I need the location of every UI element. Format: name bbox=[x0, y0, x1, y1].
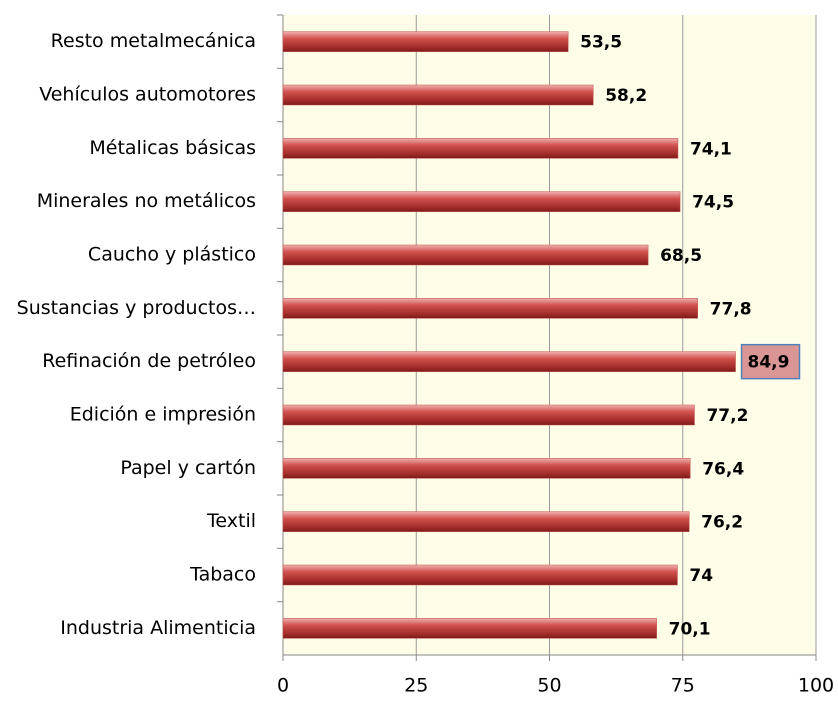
y-tick-label: Métalicas básicas bbox=[89, 137, 256, 159]
bar bbox=[282, 458, 691, 479]
bar bbox=[282, 244, 649, 266]
x-tick-label: 0 bbox=[277, 675, 289, 697]
value-label: 76,4 bbox=[702, 459, 744, 479]
y-tick-label: Vehículos automotores bbox=[39, 84, 256, 106]
x-tick-label: 100 bbox=[798, 675, 834, 697]
y-tick-label: Industria Alimenticia bbox=[60, 617, 256, 639]
value-label: 68,5 bbox=[660, 246, 702, 266]
bar bbox=[282, 351, 736, 372]
y-tick-label: Minerales no metálicos bbox=[37, 190, 256, 212]
bar bbox=[282, 191, 681, 212]
value-label: 58,2 bbox=[605, 86, 647, 106]
value-label: 77,8 bbox=[710, 299, 752, 319]
bar bbox=[282, 31, 569, 52]
value-label: 74,1 bbox=[690, 139, 732, 159]
y-tick-label: Resto metalmecánica bbox=[51, 30, 256, 52]
x-tick-label: 25 bbox=[404, 675, 428, 697]
y-tick-label: Refinación de petróleo bbox=[42, 350, 256, 372]
y-tick-label: Tabaco bbox=[189, 564, 256, 586]
value-label: 74 bbox=[689, 566, 713, 586]
bar bbox=[282, 138, 679, 159]
bar bbox=[282, 404, 695, 426]
value-label: 74,5 bbox=[692, 193, 734, 213]
y-tick-label: Edición e impresión bbox=[70, 404, 256, 426]
value-label: 53,5 bbox=[580, 33, 622, 53]
y-tick-label: Papel y cartón bbox=[120, 457, 256, 479]
bar bbox=[282, 298, 698, 319]
bar bbox=[282, 84, 594, 106]
value-label: 77,2 bbox=[706, 406, 748, 426]
x-tick-label: 75 bbox=[671, 675, 695, 697]
value-label: 76,2 bbox=[701, 513, 743, 533]
y-tick-label: Textil bbox=[206, 510, 256, 532]
bar bbox=[282, 618, 657, 639]
label-highlight bbox=[740, 343, 801, 380]
y-tick-label: Caucho y plástico bbox=[88, 244, 256, 266]
value-label: 84,9 bbox=[748, 353, 790, 373]
bar bbox=[282, 564, 678, 586]
value-label: 70,1 bbox=[669, 619, 711, 639]
bar bbox=[282, 511, 690, 532]
y-tick-label: Sustancias y productos… bbox=[17, 297, 256, 319]
x-tick-label: 50 bbox=[537, 675, 561, 697]
